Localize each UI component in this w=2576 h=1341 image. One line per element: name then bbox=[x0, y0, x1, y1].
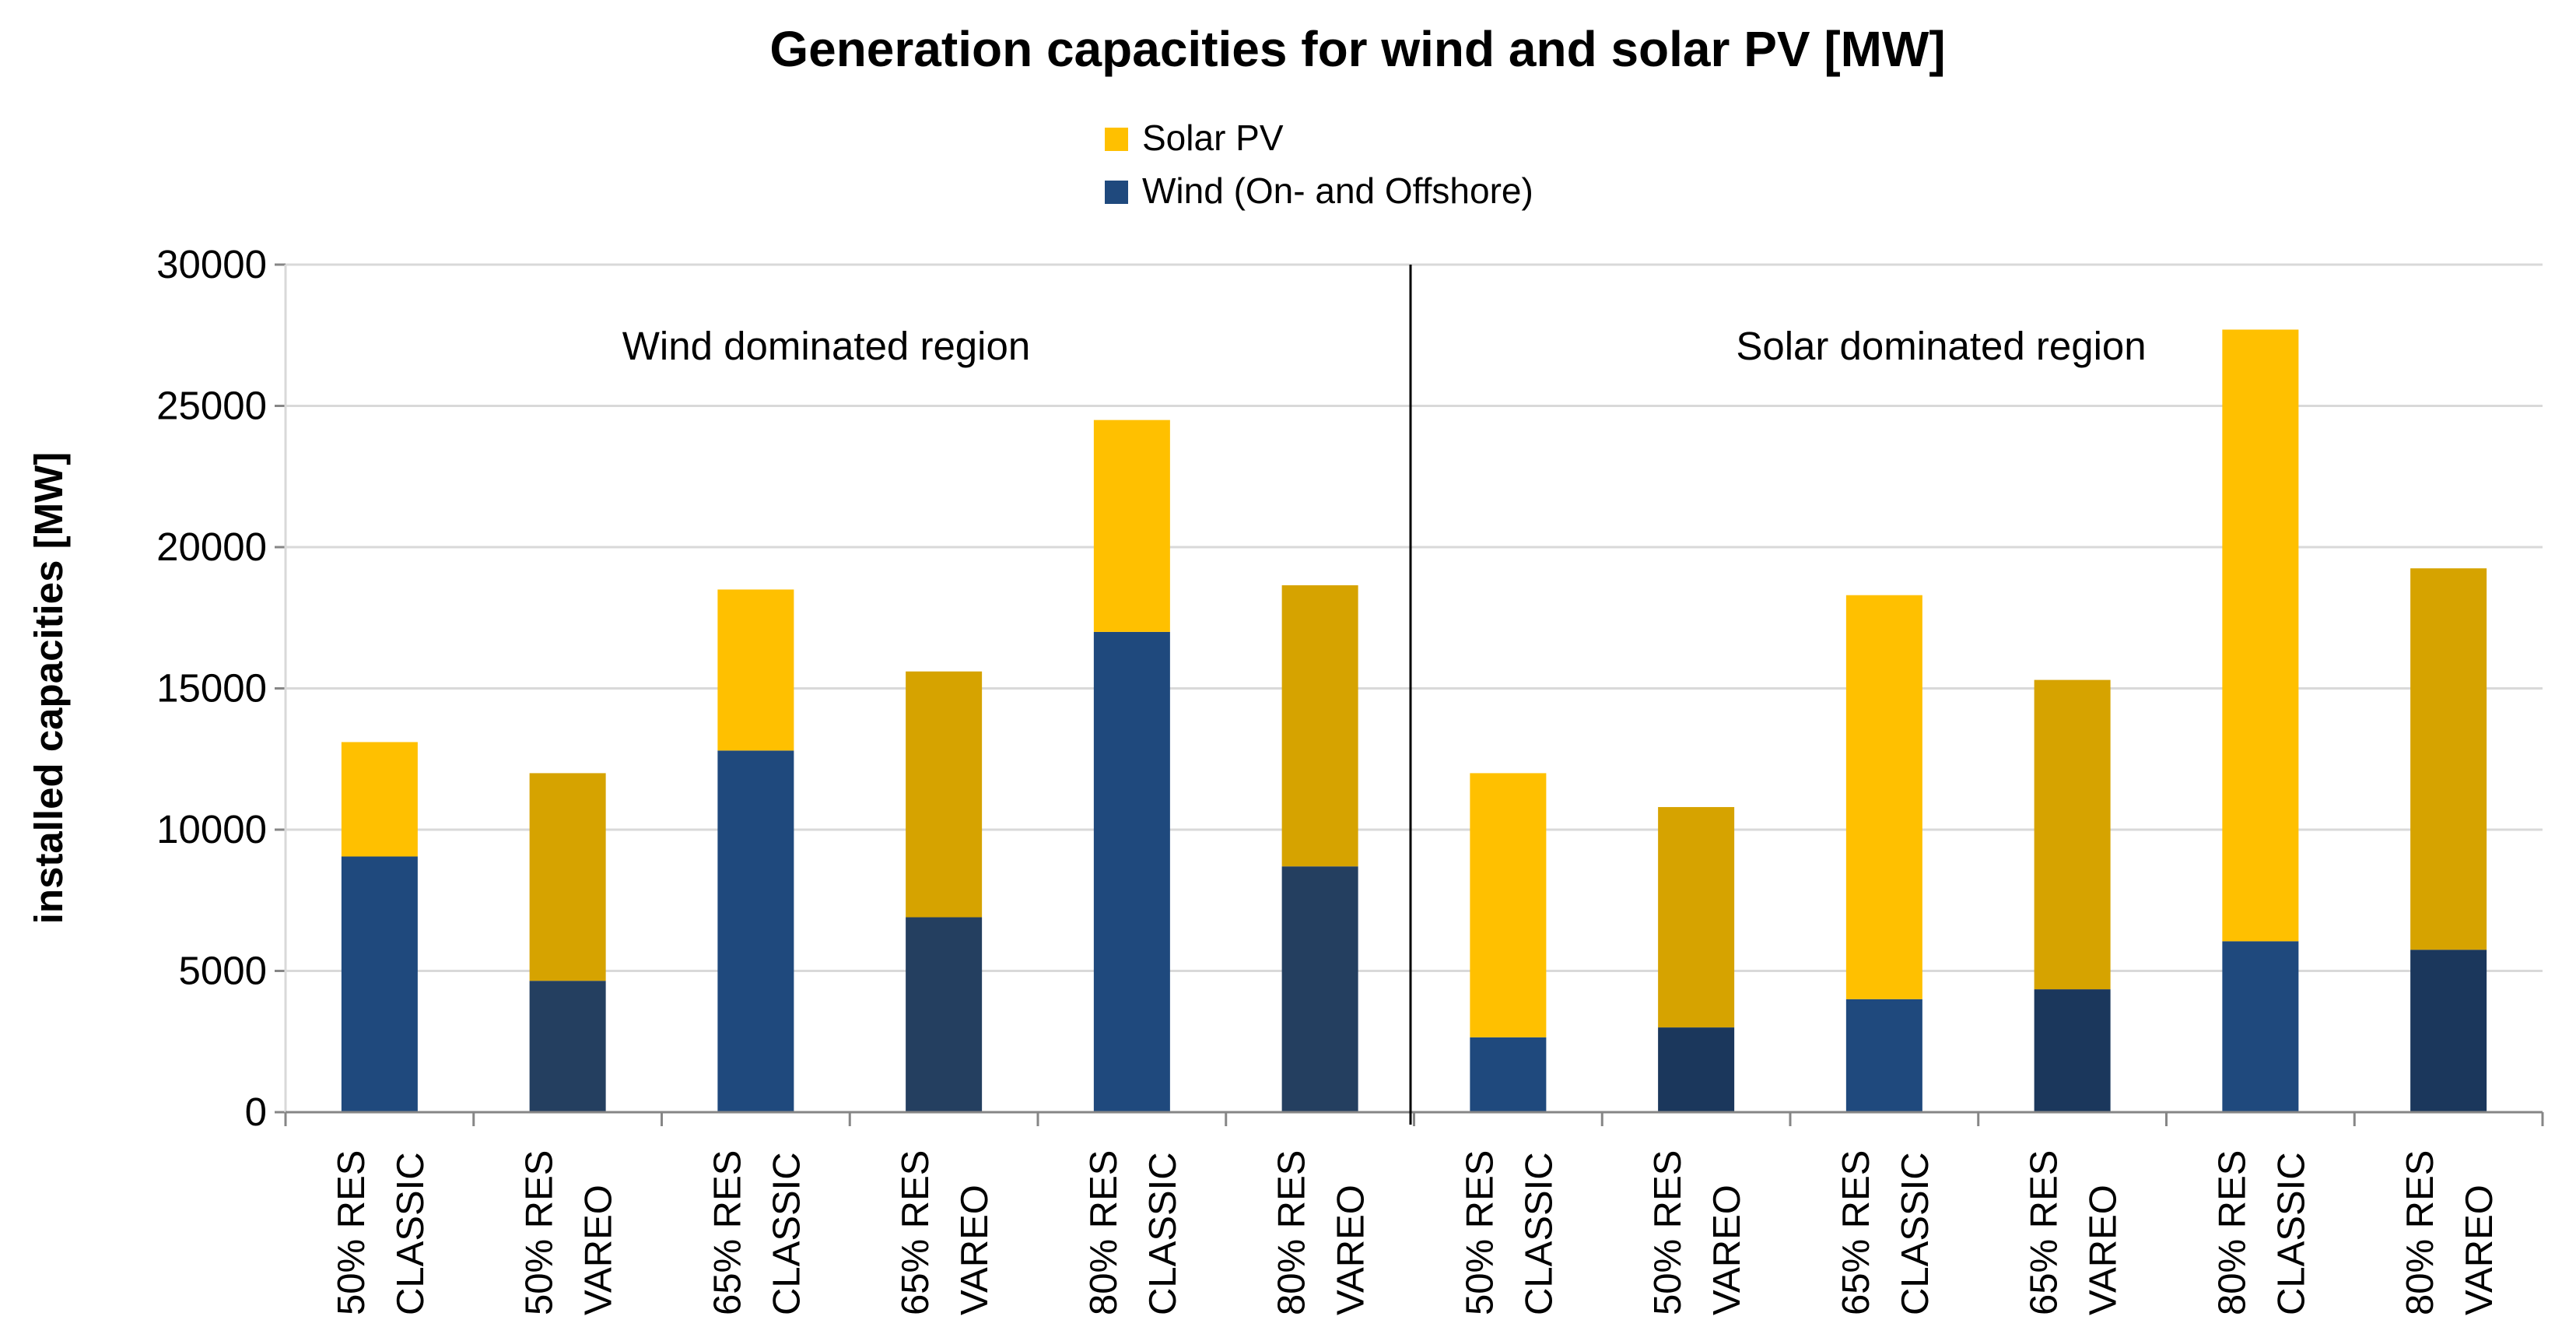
y-tick-label: 25000 bbox=[156, 384, 267, 428]
legend: Solar PV Wind (On- and Offshore) bbox=[1105, 118, 1533, 211]
bar-solar bbox=[341, 742, 418, 857]
x-tick-label-line1: 80% RES bbox=[1271, 1150, 1313, 1315]
x-tick-label-line2: CLASSIC bbox=[390, 1152, 432, 1315]
bar-wind bbox=[1093, 631, 1170, 1112]
bar-wind bbox=[1845, 999, 1922, 1112]
bar-wind bbox=[1470, 1037, 1547, 1112]
bar-wind bbox=[906, 917, 983, 1112]
y-tick-label: 5000 bbox=[179, 949, 267, 993]
bar-wind bbox=[2410, 950, 2487, 1112]
bar-solar bbox=[717, 589, 794, 751]
bar-wind bbox=[1281, 866, 1358, 1112]
x-tick-label-line2: VAREO bbox=[954, 1185, 996, 1315]
y-tick-label: 15000 bbox=[156, 666, 267, 711]
bar-solar bbox=[1658, 806, 1735, 1028]
bar-wind bbox=[2034, 989, 2111, 1112]
x-tick-label-line1: 50% RES bbox=[1459, 1150, 1501, 1315]
x-tick-label-line2: VAREO bbox=[1706, 1185, 1748, 1315]
y-axis-label: installed capacities [MW] bbox=[26, 452, 71, 924]
x-tick-label-line1: 65% RES bbox=[895, 1150, 937, 1315]
bar-wind bbox=[341, 856, 418, 1112]
bar-solar bbox=[2410, 568, 2487, 950]
bar-solar bbox=[2222, 329, 2299, 942]
legend-swatch-wind bbox=[1105, 181, 1128, 204]
bar-solar bbox=[2034, 679, 2111, 990]
x-tick-label-line2: CLASSIC bbox=[766, 1152, 808, 1315]
bar-solar bbox=[1093, 420, 1170, 632]
y-tick-label: 0 bbox=[245, 1090, 267, 1134]
bar-wind bbox=[2222, 941, 2299, 1112]
x-tick-label-line1: 80% RES bbox=[2211, 1150, 2253, 1315]
legend-label-wind: Wind (On- and Offshore) bbox=[1142, 170, 1533, 211]
x-tick-label-line2: CLASSIC bbox=[2270, 1152, 2312, 1315]
x-tick-label-line1: 50% RES bbox=[1647, 1150, 1689, 1315]
x-tick-label-line1: 65% RES bbox=[706, 1150, 748, 1315]
x-tick-label-line1: 50% RES bbox=[519, 1150, 561, 1315]
x-tick-label-line2: VAREO bbox=[1330, 1185, 1372, 1315]
x-tick-label-line2: CLASSIC bbox=[1518, 1152, 1560, 1315]
bar-solar bbox=[1281, 585, 1358, 867]
y-tick-label: 10000 bbox=[156, 807, 267, 851]
x-tick-label-line1: 65% RES bbox=[2024, 1150, 2066, 1315]
legend-swatch-solar bbox=[1105, 128, 1128, 151]
x-tick-label-line2: VAREO bbox=[2459, 1185, 2501, 1315]
y-tick-label: 30000 bbox=[156, 242, 267, 286]
y-tick-label: 20000 bbox=[156, 525, 267, 569]
x-tick-label-line1: 50% RES bbox=[331, 1150, 373, 1315]
x-tick-label-line2: CLASSIC bbox=[1142, 1152, 1184, 1315]
x-tick-label-line1: 80% RES bbox=[1083, 1150, 1125, 1315]
region-label-wind: Wind dominated region bbox=[622, 324, 1030, 368]
x-tick-label-line2: CLASSIC bbox=[1894, 1152, 1936, 1315]
bar-solar bbox=[1470, 773, 1547, 1037]
bar-solar bbox=[529, 773, 606, 981]
bar-wind bbox=[529, 981, 606, 1112]
x-tick-label-line2: VAREO bbox=[2083, 1185, 2125, 1315]
x-tick-label-line2: VAREO bbox=[578, 1185, 620, 1315]
x-tick-label-line1: 65% RES bbox=[1835, 1150, 1877, 1315]
chart-title: Generation capacities for wind and solar… bbox=[769, 21, 1945, 77]
x-tick-label-line1: 80% RES bbox=[2399, 1150, 2441, 1315]
bar-solar bbox=[906, 671, 983, 918]
region-label-solar: Solar dominated region bbox=[1736, 324, 2146, 368]
bar-solar bbox=[1845, 595, 1922, 999]
bar-wind bbox=[1658, 1027, 1735, 1112]
bar-wind bbox=[717, 750, 794, 1112]
legend-label-solar: Solar PV bbox=[1142, 118, 1284, 158]
